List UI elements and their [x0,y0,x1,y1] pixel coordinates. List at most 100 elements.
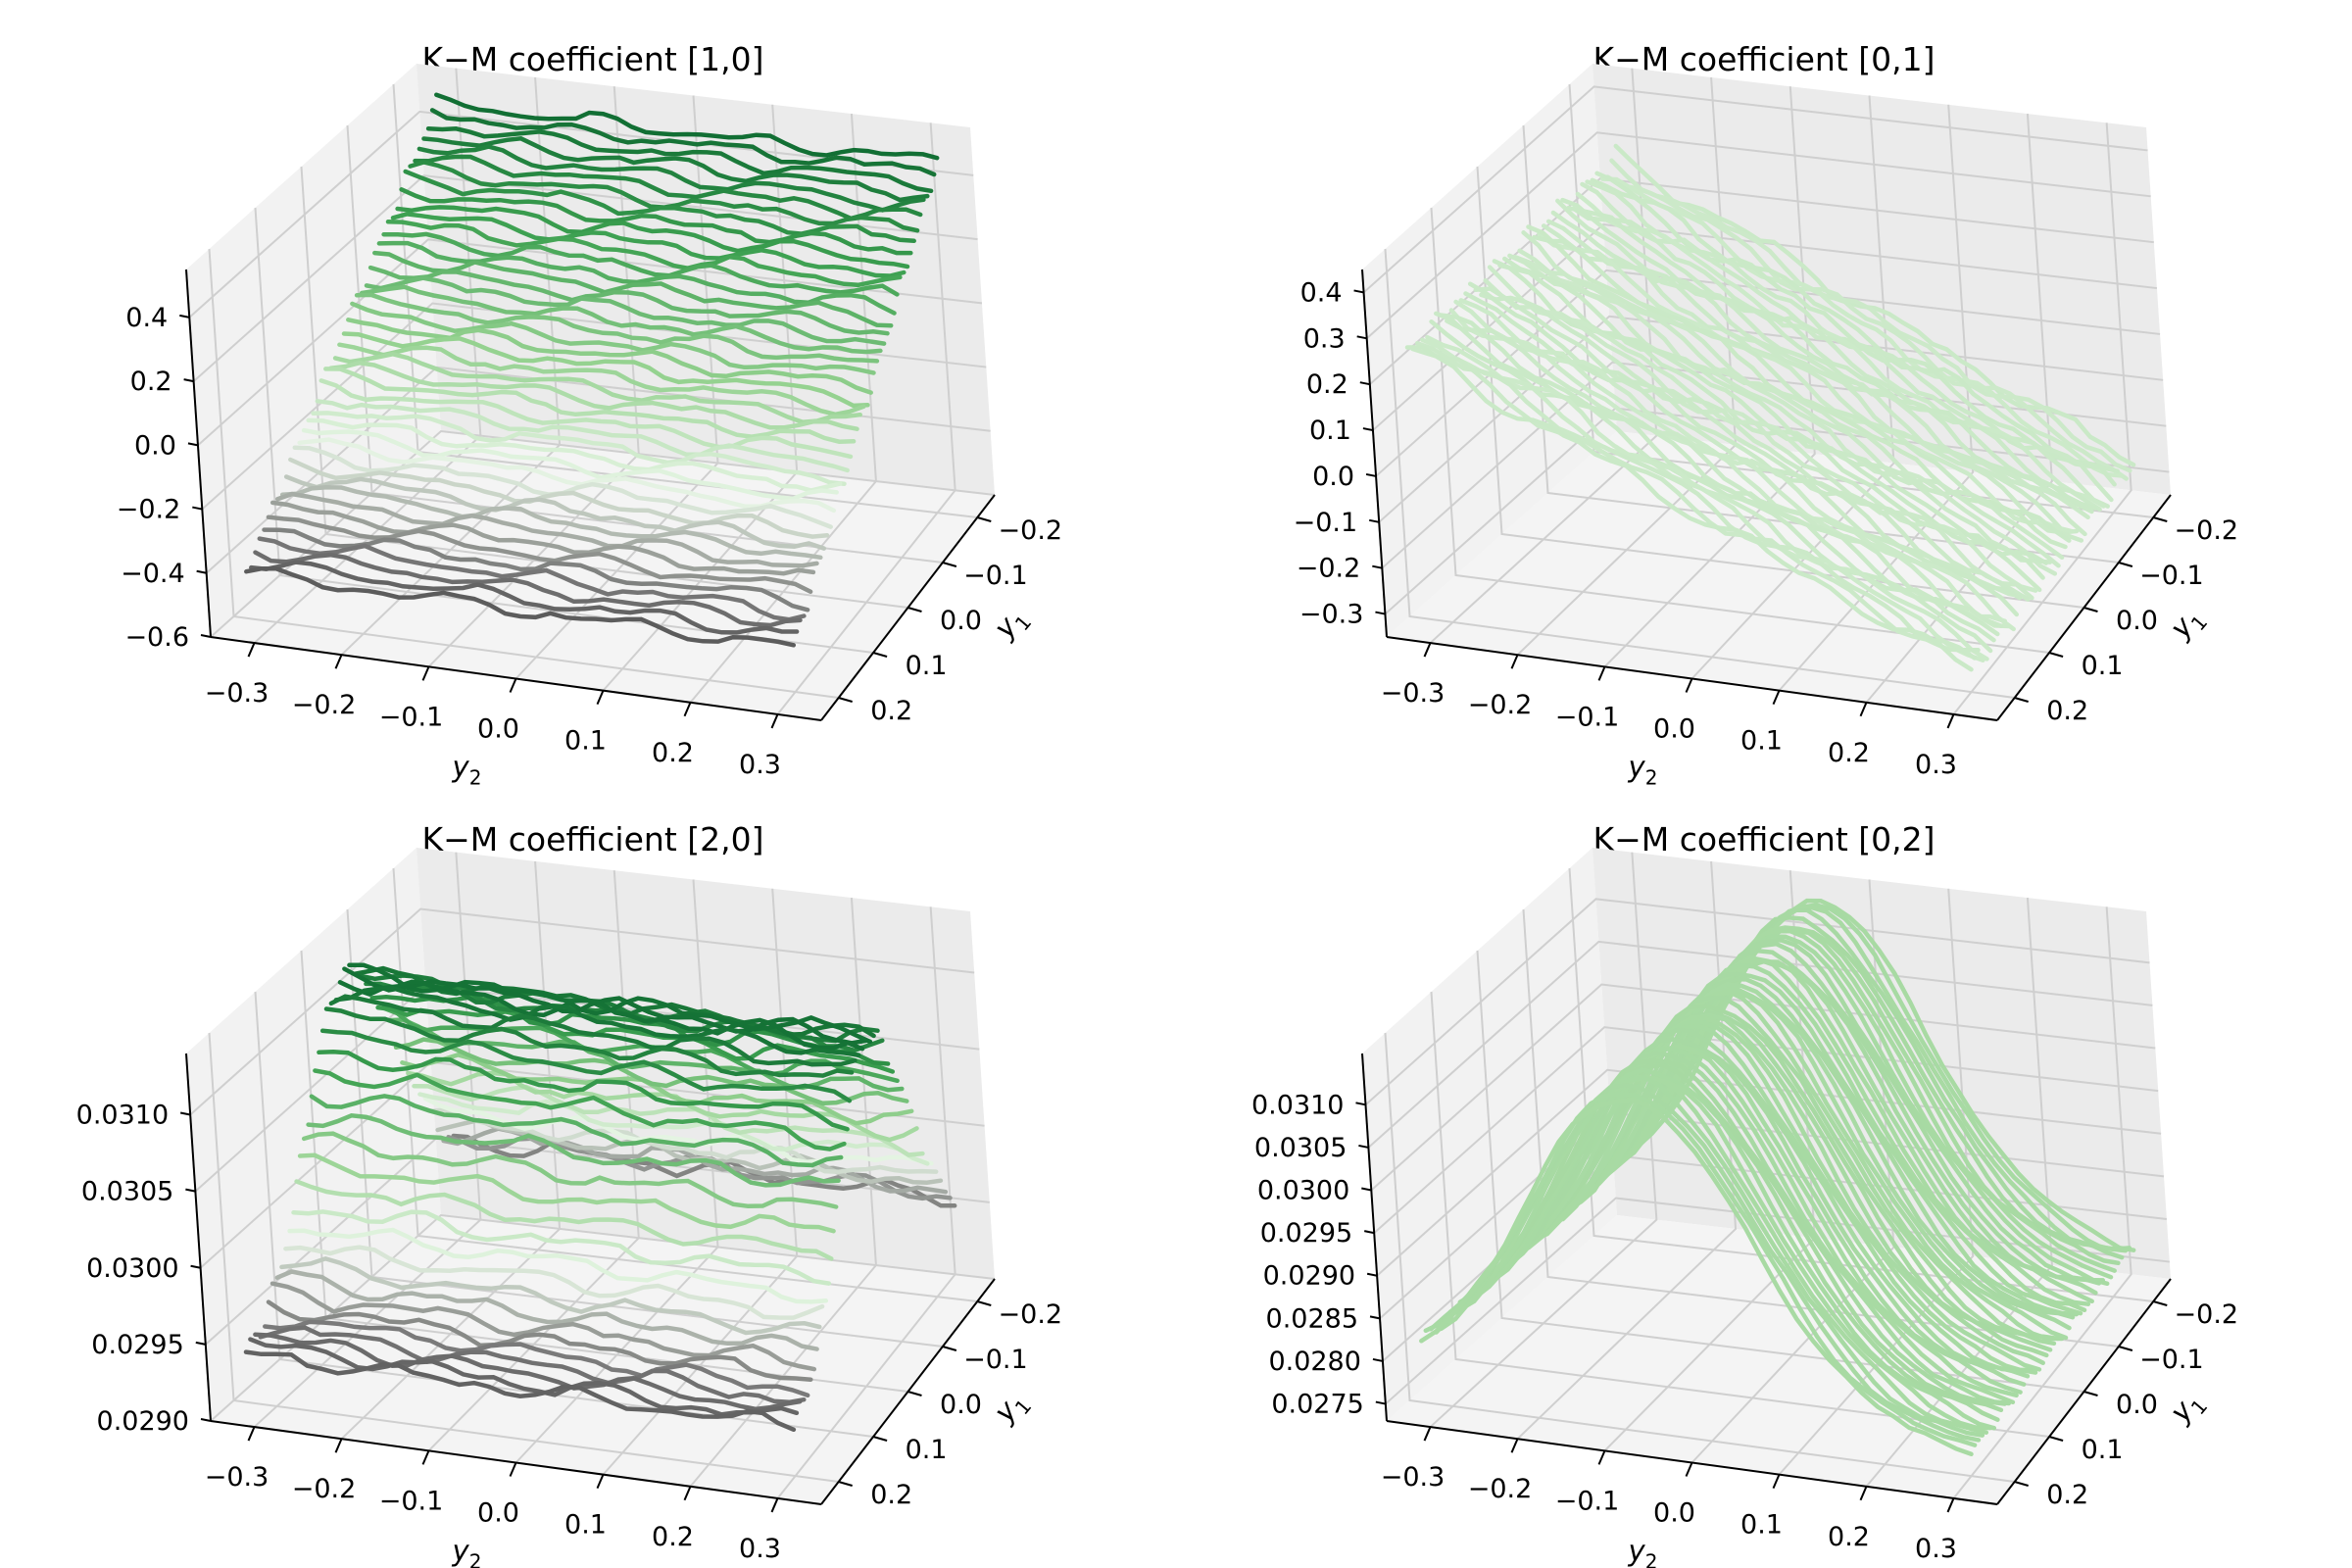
surface-contour-line [258,1325,807,1405]
surface-contour-line [1404,345,1974,672]
y-tick-label: 0.1 [2082,651,2124,681]
y-axis-label-sub: 1 [1010,1395,1037,1419]
y-tick-label: −0.2 [2175,1299,2239,1330]
grid-line-y [1384,248,2015,699]
surface-contour-line [337,342,866,417]
x-tick-label: −0.1 [379,702,444,732]
surface-contour-line [1506,1013,2042,1372]
x-tick [509,1462,517,1477]
x-tick-label: 0.0 [477,1498,519,1529]
x-tick-label: 0.3 [1915,1534,1957,1564]
axes-panes [186,848,995,1504]
x-tick [683,1486,692,1501]
z-tick-label: 0.0305 [1254,1133,1347,1163]
x-tick [1946,713,1955,729]
y-tick [838,697,853,703]
surface-contour-line [306,1113,841,1188]
surface-contour-line [1609,158,2132,473]
z-tick [1372,1357,1384,1362]
y-axis-label: y1 [2163,601,2213,649]
y-axis-label-sub: 1 [2186,611,2213,635]
surface [244,92,940,648]
x-tick-label: −0.1 [1555,1486,1620,1516]
y-tick-label: 0.1 [906,1435,948,1465]
surface-contour-line [372,250,894,328]
x-tick-label: 0.2 [652,738,694,768]
y-axis-label-sub: 1 [1010,611,1037,635]
x-tick [596,1474,605,1490]
surface-contour-line [283,1245,825,1320]
x-tick-label: −0.3 [205,1462,270,1493]
panel-title: K−M coefficient [0,2] [1593,820,1936,858]
z-tick [1372,564,1383,569]
y-tick [2153,1300,2168,1306]
x-tick [770,1497,779,1513]
surface-contour-line [319,1028,853,1103]
y-tick-label: −0.2 [2175,515,2239,546]
grid-line-y [1522,908,2120,1348]
grid-line-z [201,302,987,511]
x-axis-label: y2 [1628,1535,1658,1568]
z-tick [1369,1315,1381,1320]
z-tick [1375,1400,1387,1405]
y-tick-label: 0.2 [870,1480,912,1510]
surface-contour-line [1603,925,2117,1273]
x-tick [1685,678,1693,693]
y-tick [2118,562,2133,567]
surface-contour-line [385,220,903,288]
y-axis-label: y1 [987,1385,1037,1433]
x-tick [421,665,430,681]
surface-contour-line [1512,254,2058,576]
x-tick [1946,1497,1955,1513]
surface-contour-line [342,966,868,1046]
z-tick [179,1111,191,1116]
z-tick-label: −0.3 [1299,600,1364,630]
z-tick-label: −0.4 [121,559,185,589]
x-tick [1423,642,1432,658]
x-tick-label: −0.1 [1555,702,1620,732]
x-axis-label-sub: 2 [1645,766,1658,790]
tick-labels: −0.3 −0.2 −0.1 0.0 0.1 0.2 0.3 −0.2 −0.1 0.0 0.1 0.… [76,1101,1062,1564]
grid-line-z [197,238,983,447]
y-tick-label: 0.2 [2046,696,2088,726]
y-tick-label: 0.0 [2116,606,2158,636]
surface-contour-line [274,491,819,568]
y-tick-label: −0.2 [999,515,1063,546]
x-axis-label-sub: 2 [469,1550,482,1568]
surface-contour-line [341,331,870,409]
x-tick [1859,1486,1868,1501]
x-tick-label: −0.2 [1468,1474,1533,1504]
y-tick [907,1391,922,1396]
surface-contour-line [244,566,797,648]
subplot-km-2-0: K−M coefficient [2,0] −0.3 −0.2 −0.1 0.0 0.1… [76,820,1062,1568]
surface-contour-line [1487,265,2038,593]
surface [1419,898,2136,1457]
subplot-km-0-1: K−M coefficient [0,1] −0.3 −0.2 −0.1 0.0 0.1… [1294,40,2238,790]
surface-contour-line [1517,248,2061,568]
z-tick [1364,1230,1375,1235]
surface-contour-line [257,536,807,622]
z-tick [192,506,203,511]
x-axis-label: y2 [452,1535,482,1568]
surface-contour-line [270,500,816,576]
y-tick-label: 0.0 [940,606,982,636]
z-tick-label: 0.0290 [97,1406,189,1437]
surface-contour-line [1419,1097,1974,1457]
grid-line-z [1376,1068,2162,1277]
z-tick [185,1188,196,1193]
grid-line-z [189,907,975,1116]
surface-contour-line [1415,340,1981,653]
z-tick-label: 0.4 [1300,277,1343,308]
surface-contour-line [406,1070,919,1143]
surface-contour-line [301,1131,839,1209]
y-tick [872,652,888,658]
grid-line-x [1690,95,1895,680]
x-axis-label-sub: 2 [1645,1550,1658,1568]
y-tick [2014,697,2029,703]
surface-contour-line [400,1052,914,1126]
z-axis-line [1361,1053,1388,1422]
surface-contour-line [309,1094,844,1168]
z-tick [1365,472,1377,477]
z-tick-label: 0.2 [130,367,172,397]
